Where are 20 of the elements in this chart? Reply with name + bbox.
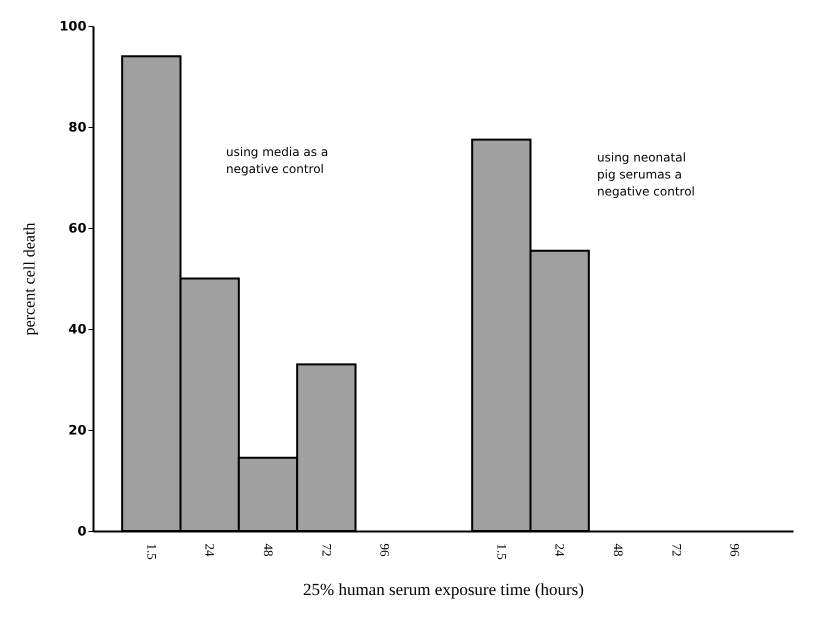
y-tick-label: 0: [77, 524, 86, 540]
y-axis-title: percent cell death: [21, 222, 38, 336]
x-tick-label: 24: [202, 544, 218, 557]
x-tick-label: 96: [728, 544, 743, 557]
x-tick-label: 72: [319, 544, 334, 556]
annotation: using media as a negative control: [226, 145, 328, 176]
y-tick-label: 100: [59, 20, 86, 34]
x-tick-label: 24: [552, 544, 568, 557]
y-tick-label: 20: [68, 424, 86, 438]
x-tick-label: 1.5: [494, 544, 510, 560]
y-tick-label: 80: [68, 120, 86, 136]
x-tick-label: 96: [378, 544, 393, 557]
x-tick-label: 1.5: [144, 544, 160, 560]
annotation: using neonatal pig serumas a negative control: [597, 150, 695, 198]
x-axis-title: 25% human serum exposure time (hours): [303, 580, 584, 599]
y-tick-label: 60: [68, 222, 86, 236]
y-tick-label: 40: [68, 322, 86, 338]
x-tick-label: 48: [611, 544, 626, 556]
x-tick-label: 72: [669, 544, 684, 556]
x-tick-label: 48: [261, 544, 276, 556]
